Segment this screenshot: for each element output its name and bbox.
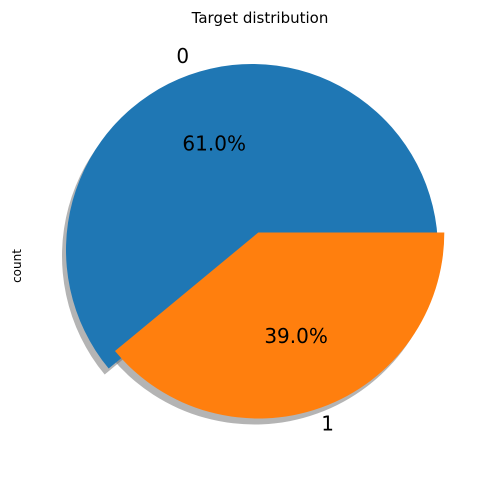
category-label-0: 0 — [176, 44, 189, 68]
pie-slice-0 — [65, 63, 439, 369]
percent-label-0: 61.0% — [182, 131, 246, 155]
pie-slice-1 — [114, 232, 445, 419]
chart-title: Target distribution — [191, 9, 329, 27]
y-axis-label: count — [10, 249, 24, 283]
percent-label-1: 39.0% — [264, 324, 328, 348]
pie-slices — [65, 63, 445, 419]
pie-labels: 0 61.0% 1 39.0% — [176, 44, 334, 436]
category-label-1: 1 — [321, 412, 334, 436]
